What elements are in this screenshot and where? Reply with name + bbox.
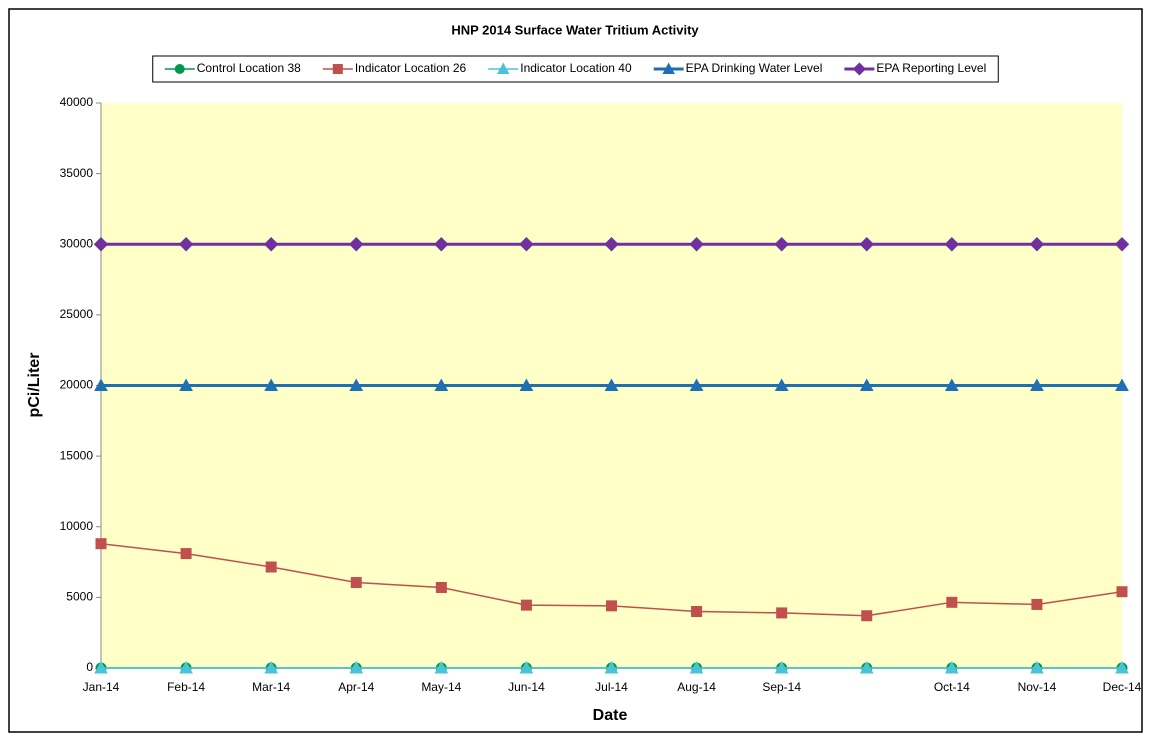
marker xyxy=(776,607,788,619)
marker xyxy=(434,237,449,252)
marker xyxy=(174,64,185,74)
legend-label: EPA Drinking Water Level xyxy=(686,61,823,75)
marker xyxy=(179,660,193,674)
marker xyxy=(349,237,364,252)
marker xyxy=(1116,586,1128,598)
marker xyxy=(944,660,959,674)
legend-item: Indicator Location 40 xyxy=(488,61,632,75)
x-tick-label: Apr-14 xyxy=(338,680,374,694)
x-tick-label: May-14 xyxy=(421,680,461,694)
marker xyxy=(1115,378,1129,391)
marker xyxy=(179,378,193,391)
x-tick-label: Jan-14 xyxy=(83,680,120,694)
marker xyxy=(774,237,789,252)
x-tick-label: Dec-14 xyxy=(1103,680,1142,694)
y-tick-label: 40000 xyxy=(60,95,94,109)
y-tick-label: 35000 xyxy=(60,166,94,180)
marker xyxy=(95,538,107,550)
y-tick-label: 30000 xyxy=(60,236,94,250)
marker xyxy=(1030,660,1044,674)
legend-item: EPA Reporting Level xyxy=(844,61,986,76)
marker xyxy=(859,378,874,391)
marker xyxy=(604,660,619,674)
marker xyxy=(265,561,277,573)
legend-item: EPA Drinking Water Level xyxy=(653,61,823,75)
marker xyxy=(350,577,362,589)
x-tick-label: Jul-14 xyxy=(595,680,628,694)
x-tick-label: Feb-14 xyxy=(167,680,205,694)
marker xyxy=(774,660,789,674)
marker xyxy=(434,660,449,674)
legend: Control Location 38 Indicator Location 26… xyxy=(152,55,999,83)
marker xyxy=(263,237,279,252)
marker xyxy=(774,378,789,391)
marker xyxy=(861,610,873,622)
marker xyxy=(662,62,675,74)
marker xyxy=(1115,660,1129,674)
marker xyxy=(859,660,874,674)
marker xyxy=(689,378,704,391)
y-tick-label: 10000 xyxy=(60,519,94,533)
y-tick-label: 5000 xyxy=(66,590,93,604)
marker xyxy=(1029,237,1045,252)
y-tick-label: 25000 xyxy=(60,307,94,321)
y-tick-label: 20000 xyxy=(60,378,94,392)
x-tick-label: Aug-14 xyxy=(677,680,716,694)
marker xyxy=(852,62,866,76)
x-tick-label: Nov-14 xyxy=(1018,680,1057,694)
marker xyxy=(689,660,704,674)
x-tick-label: Jun-14 xyxy=(508,680,545,694)
marker xyxy=(689,237,704,252)
marker xyxy=(944,378,959,391)
x-tick-label: Sep-14 xyxy=(762,680,801,694)
legend-label: Control Location 38 xyxy=(197,61,301,75)
legend-label: Indicator Location 26 xyxy=(355,61,467,75)
marker xyxy=(94,660,108,674)
chart-title: HNP 2014 Surface Water Tritium Activity xyxy=(451,22,699,37)
legend-item: Indicator Location 26 xyxy=(322,61,467,75)
marker xyxy=(435,581,447,593)
x-tick-label: Mar-14 xyxy=(252,680,290,694)
marker xyxy=(349,660,364,674)
marker xyxy=(349,378,364,391)
marker xyxy=(519,660,534,674)
marker xyxy=(94,378,108,391)
marker xyxy=(93,237,109,252)
x-tick-label: Oct-14 xyxy=(934,680,970,694)
marker xyxy=(264,660,279,674)
marker xyxy=(496,62,510,74)
y-tick-label: 0 xyxy=(86,660,93,674)
marker xyxy=(944,237,960,252)
marker xyxy=(946,596,958,608)
marker xyxy=(1031,598,1043,610)
legend-label: Indicator Location 40 xyxy=(520,61,632,75)
marker xyxy=(264,378,279,391)
x-axis-label: Date xyxy=(593,707,628,724)
marker xyxy=(691,606,703,617)
marker xyxy=(434,378,449,391)
legend-item: Control Location 38 xyxy=(164,61,301,75)
marker xyxy=(604,378,619,391)
marker xyxy=(606,600,617,612)
y-tick-label: 15000 xyxy=(60,448,94,462)
marker xyxy=(178,237,194,252)
marker xyxy=(1114,237,1130,252)
marker xyxy=(519,237,534,252)
marker xyxy=(519,378,534,391)
marker xyxy=(604,237,619,252)
marker xyxy=(1030,378,1044,391)
y-axis-label: pCi/Liter xyxy=(26,353,43,418)
marker xyxy=(520,599,532,611)
marker xyxy=(859,237,874,252)
marker xyxy=(332,64,343,74)
legend-label: EPA Reporting Level xyxy=(876,61,986,75)
marker xyxy=(180,548,192,560)
